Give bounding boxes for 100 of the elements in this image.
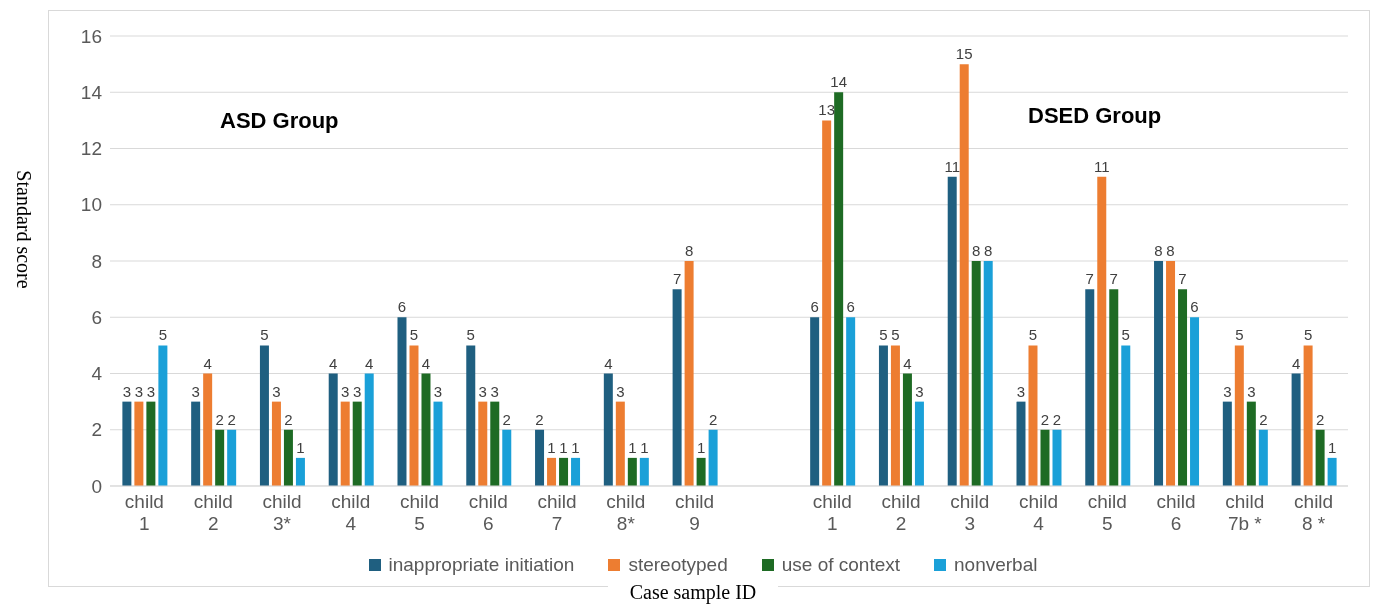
bar [328, 373, 338, 486]
x-tick-label: child 7 [537, 491, 577, 534]
x-tick-label: child 4 [331, 491, 371, 534]
y-tick-label: 8 [91, 250, 102, 272]
bar [822, 120, 832, 486]
data-label: 2 [1040, 410, 1050, 428]
bar [1040, 429, 1050, 486]
data-label: 2 [1315, 410, 1325, 428]
data-label: 5 [1121, 326, 1130, 344]
data-label: 5 [466, 326, 475, 344]
data-label: 1 [559, 438, 568, 456]
data-label: 7 [1109, 270, 1118, 288]
bar [696, 457, 706, 486]
bar [191, 401, 201, 486]
bar [1154, 261, 1164, 486]
data-label: 3 [191, 382, 200, 400]
bar [364, 373, 374, 486]
data-label: 5 [158, 326, 168, 344]
data-label: 8 [1166, 242, 1175, 259]
legend-label: use of context [780, 554, 901, 576]
bar [1016, 401, 1026, 486]
bar [684, 261, 694, 486]
data-label: 3 [146, 382, 156, 400]
bar [478, 401, 488, 486]
data-label: 2 [708, 410, 718, 428]
bar [352, 401, 362, 486]
bar [1291, 373, 1301, 486]
x-tick-label: child 5 [399, 491, 440, 534]
legend-label: nonverbal [953, 554, 1038, 576]
bar [547, 457, 557, 486]
y-tick-label: 10 [80, 194, 102, 216]
data-label: 3 [122, 382, 132, 400]
bar [1109, 289, 1119, 486]
data-label: 3 [490, 382, 499, 400]
data-label: 1 [640, 438, 649, 456]
data-label: 1 [1327, 438, 1337, 456]
data-label: 3 [433, 382, 443, 400]
x-tick-label: child 1 [124, 491, 164, 534]
bar [834, 92, 844, 486]
data-label: 3 [134, 382, 144, 400]
data-label: 2 [227, 410, 236, 428]
bar [1166, 261, 1176, 486]
data-label: 5 [1303, 326, 1313, 344]
data-label: 5 [879, 326, 888, 344]
bar [1327, 457, 1337, 486]
data-label: 4 [1291, 354, 1301, 372]
bar [672, 289, 682, 486]
y-tick-label: 16 [80, 25, 102, 47]
bar [1178, 289, 1188, 486]
data-label: 3 [478, 382, 487, 400]
data-label: 8 [1154, 242, 1163, 259]
data-label: 4 [421, 354, 431, 372]
bar [846, 317, 856, 486]
bar [227, 429, 237, 486]
bar [1258, 429, 1268, 486]
data-label: 6 [397, 298, 407, 316]
y-axis-title: Standard score [11, 169, 35, 291]
bar [627, 457, 637, 486]
bar [983, 261, 993, 486]
legend-label: inappropriate initiation [387, 554, 575, 576]
bar [971, 261, 981, 486]
bar [158, 345, 168, 486]
bar [615, 401, 625, 486]
data-label: 5 [260, 326, 269, 344]
data-label: 5 [1235, 326, 1244, 344]
data-label: 8 [972, 242, 981, 259]
bar [902, 373, 912, 486]
data-label: 11 [1093, 157, 1110, 175]
y-tick-label: 2 [91, 419, 102, 441]
bar [878, 345, 888, 486]
bar [259, 345, 269, 486]
bar [502, 429, 512, 486]
data-label: 2 [215, 410, 224, 428]
y-tick-label: 0 [91, 475, 102, 497]
data-label: 2 [502, 410, 511, 428]
x-tick-label: child 7b * [1225, 491, 1265, 534]
data-label: 3 [915, 382, 924, 400]
bar [1028, 345, 1038, 486]
x-tick-label: child 6 [468, 491, 508, 534]
data-label: 15 [955, 45, 973, 63]
bar [959, 64, 969, 486]
data-label: 8 [984, 242, 993, 259]
data-label: 5 [409, 326, 419, 344]
bar [1303, 345, 1313, 486]
data-label: 3 [1247, 382, 1256, 400]
bar [295, 457, 305, 486]
legend-label: stereotyped [627, 554, 728, 576]
x-tick-label: child 5 [1087, 491, 1127, 534]
bar [914, 401, 924, 486]
data-label: 5 [1028, 326, 1038, 344]
y-tick-label: 4 [91, 363, 103, 385]
bar [490, 401, 500, 486]
data-label: 6 [810, 298, 819, 316]
bar [1085, 289, 1095, 486]
data-label: 4 [365, 354, 374, 372]
data-label: 3 [353, 382, 362, 400]
x-tick-label: child 4 [1018, 491, 1059, 534]
x-tick-label: child 9 [675, 491, 715, 534]
x-axis-title: Case sample ID [607, 581, 779, 603]
bar [559, 457, 569, 486]
